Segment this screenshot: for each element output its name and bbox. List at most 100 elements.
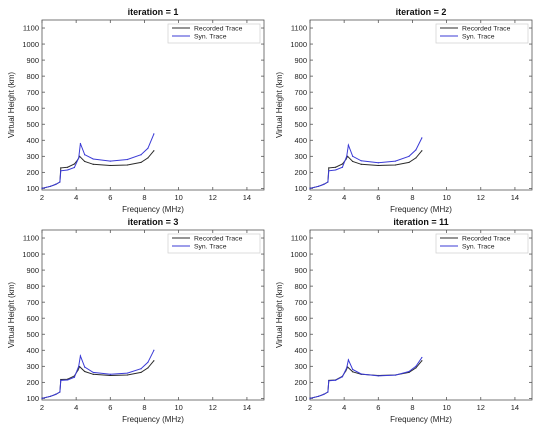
- y-tick-label: 1100: [23, 234, 39, 243]
- series-point-recorded: [73, 163, 76, 165]
- x-tick-label: 2: [40, 403, 44, 412]
- y-tick-label: 500: [294, 120, 307, 129]
- x-tick-label: 14: [243, 403, 251, 412]
- series-point-syn: [421, 137, 423, 139]
- x-tick-label: 12: [477, 193, 485, 202]
- x-tick-label: 12: [477, 403, 485, 412]
- y-tick-label: 500: [26, 120, 39, 129]
- chart-panel-3: iteration = 3 2 4 6 8 10 12 14 100 200 300 400 500 60…: [7, 217, 265, 424]
- series-point-syn: [126, 372, 128, 374]
- series-point-syn: [360, 373, 362, 375]
- series-point-syn: [126, 158, 128, 161]
- series-point-syn: [377, 162, 379, 164]
- series-point-recorded: [377, 164, 379, 167]
- plot-frame: [41, 229, 265, 401]
- plot-frame: [309, 229, 533, 401]
- series-point-syn: [317, 395, 320, 397]
- series-point-syn: [147, 361, 149, 363]
- legend-label-recorded: Recorded Trace: [462, 236, 511, 243]
- series-point-recorded: [328, 167, 330, 169]
- series-point-recorded: [346, 155, 349, 157]
- series-point-recorded: [394, 164, 396, 166]
- x-tick-label: 4: [342, 403, 346, 412]
- series-point-syn: [347, 144, 350, 146]
- series-point-recorded: [415, 367, 417, 369]
- series-point-syn: [346, 367, 348, 369]
- x-tick-label: 2: [40, 193, 44, 202]
- series-point-syn: [317, 185, 320, 187]
- y-tick-label: 800: [26, 72, 39, 81]
- series-point-recorded: [140, 161, 142, 164]
- series-point-recorded: [67, 166, 69, 168]
- y-tick-label: 900: [294, 266, 307, 275]
- series-line-syn-trace: [41, 350, 155, 399]
- series-point-recorded: [421, 150, 423, 152]
- y-tick-label: 700: [26, 298, 39, 307]
- series-point-syn: [421, 356, 423, 359]
- y-tick-label: 100: [26, 184, 39, 193]
- series-point-recorded: [109, 374, 111, 377]
- y-tick-label: 800: [26, 282, 39, 291]
- y-tick-label: 300: [294, 362, 307, 371]
- y-tick-label: 900: [294, 56, 307, 65]
- series-point-syn: [341, 166, 344, 168]
- series-point-recorded: [415, 157, 417, 159]
- series-point-syn: [335, 379, 337, 381]
- series-point-recorded: [153, 360, 155, 362]
- x-tick-label: 12: [209, 403, 217, 412]
- y-tick-label: 1100: [291, 234, 307, 243]
- series-point-syn: [78, 157, 80, 159]
- y-tick-label: 200: [294, 168, 307, 177]
- y-axis-label: Virtual Height (km): [275, 72, 284, 138]
- x-tick-label: 6: [108, 403, 112, 412]
- series-point-recorded: [147, 157, 149, 159]
- series-point-syn: [153, 349, 155, 351]
- series-point-recorded: [109, 164, 111, 167]
- series-point-syn: [41, 187, 43, 189]
- y-tick-label: 600: [26, 104, 39, 113]
- legend-box: [167, 233, 261, 254]
- series-point-recorded: [60, 167, 62, 169]
- series-line-syn-trace: [309, 137, 423, 189]
- series-point-syn: [360, 160, 362, 162]
- x-axis-label: Frequency (MHz): [390, 205, 452, 214]
- legend-box: [167, 23, 261, 44]
- y-tick-label: 100: [294, 184, 307, 193]
- y-tick-label: 300: [294, 152, 307, 161]
- y-tick-label: 200: [26, 168, 39, 177]
- x-tick-label: 10: [442, 193, 450, 202]
- series-point-syn: [309, 397, 311, 399]
- x-tick-label: 8: [142, 193, 146, 202]
- y-tick-label: 600: [26, 314, 39, 323]
- y-tick-label: 1000: [290, 40, 307, 49]
- y-tick-label: 100: [294, 394, 307, 403]
- series-point-syn: [60, 379, 62, 382]
- series-point-syn: [73, 166, 76, 169]
- legend-label-syn: Syn. Trace: [462, 244, 495, 251]
- series-point-syn: [327, 391, 329, 393]
- series-point-syn: [84, 366, 86, 368]
- legend-label-recorded: Recorded Trace: [194, 236, 243, 243]
- series-point-recorded: [92, 373, 94, 375]
- series-point-syn: [309, 187, 311, 189]
- series-point-recorded: [84, 370, 86, 373]
- series-point-recorded: [352, 160, 354, 163]
- x-tick-label: 6: [376, 193, 380, 202]
- y-tick-label: 700: [294, 88, 307, 97]
- series-point-syn: [394, 374, 396, 376]
- series-point-recorded: [153, 150, 155, 152]
- series-point-syn: [49, 185, 52, 187]
- x-tick-label: 4: [342, 193, 346, 202]
- legend-label-syn: Syn. Trace: [194, 34, 227, 41]
- series-point-syn: [67, 169, 69, 171]
- chart-panel-4: iteration = 11 2 4 6 8 10 12 14 100 200 300 400 500 6…: [275, 217, 533, 424]
- y-axis-label: Virtual Height (km): [7, 72, 16, 138]
- series-point-syn: [55, 393, 57, 395]
- y-tick-label: 300: [26, 362, 39, 371]
- y-tick-label: 700: [26, 88, 39, 97]
- series-point-syn: [408, 155, 410, 157]
- chart-title: iteration = 3: [128, 217, 179, 227]
- x-tick-label: 14: [243, 193, 251, 202]
- y-tick-label: 900: [26, 266, 39, 275]
